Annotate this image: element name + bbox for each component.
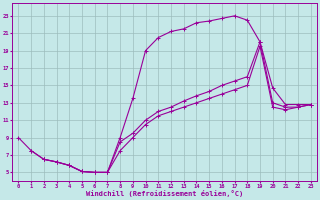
X-axis label: Windchill (Refroidissement éolien,°C): Windchill (Refroidissement éolien,°C): [86, 190, 243, 197]
